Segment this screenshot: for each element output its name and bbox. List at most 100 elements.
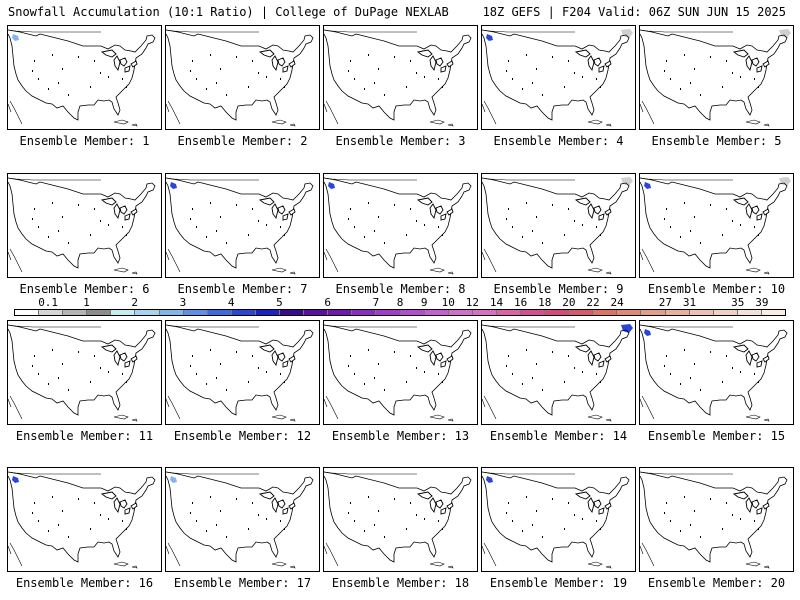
lake-marker: [58, 377, 59, 379]
us-basemap: [166, 324, 314, 422]
lake-marker: [684, 496, 685, 498]
lake-marker: [192, 502, 193, 504]
lake-marker: [100, 367, 101, 369]
canada-border: [640, 471, 733, 475]
lake-marker: [94, 208, 95, 210]
mexico-coast: [482, 248, 497, 273]
lake-marker: [582, 371, 583, 373]
lake-marker: [568, 60, 569, 62]
canada-border: [8, 324, 101, 328]
lake-marker: [410, 60, 411, 62]
lake-marker: [568, 502, 569, 504]
member-label: Ensemble Member: 2: [177, 134, 308, 148]
lake-marker: [552, 498, 553, 500]
lake-marker: [68, 242, 69, 244]
lake-marker: [62, 68, 63, 70]
lake-marker: [394, 351, 395, 353]
colorbar-label: 12: [465, 296, 479, 309]
member-label: Ensemble Member: 16: [15, 576, 154, 590]
lake-marker: [374, 524, 375, 526]
colorbar-cell: [689, 310, 714, 315]
lake-marker: [710, 56, 711, 58]
colorbar-cell: [255, 310, 281, 315]
lake-marker: [670, 373, 671, 375]
lake-marker: [740, 518, 741, 520]
caribbean-islands: [429, 414, 454, 422]
member-label: Ensemble Member: 10: [647, 282, 786, 296]
mexico-coast: [166, 248, 181, 273]
colorbar-label: 5: [276, 296, 283, 309]
ensemble-member-panel: Ensemble Member: 4: [481, 25, 636, 148]
member-map: [639, 173, 794, 278]
lake-marker: [406, 528, 407, 530]
lake-marker: [192, 208, 193, 210]
lake-marker: [52, 202, 53, 204]
us-coastline: [324, 324, 472, 416]
us-basemap: [166, 471, 314, 569]
ensemble-member-panel: Ensemble Member: 15: [639, 320, 794, 443]
caribbean-islands: [271, 414, 296, 422]
colorbar-cell: [448, 310, 473, 315]
lake-marker: [126, 528, 127, 530]
colorbar-cell: [424, 310, 449, 315]
lake-marker: [94, 60, 95, 62]
member-map: [639, 25, 794, 130]
lake-marker: [410, 355, 411, 357]
lake-marker: [438, 373, 439, 375]
lake-marker: [442, 528, 443, 530]
lake-marker: [552, 56, 553, 58]
lake-marker: [684, 54, 685, 56]
canada-border: [482, 324, 575, 328]
colorbar-label: 27: [658, 296, 672, 309]
lake-marker: [732, 514, 733, 516]
canada-border: [482, 471, 575, 475]
great-lakes: [258, 491, 296, 515]
lake-marker: [52, 54, 53, 56]
colorbar-label: 31: [682, 296, 697, 309]
us-basemap: [166, 29, 314, 127]
colorbar-label: 22: [586, 296, 600, 309]
lake-marker: [726, 355, 727, 357]
colorbar-cell: [472, 310, 497, 315]
member-label: Ensemble Member: 20: [647, 576, 786, 590]
lake-marker: [754, 226, 755, 228]
lake-marker: [210, 54, 211, 56]
lake-marker: [122, 373, 123, 375]
lake-marker: [684, 202, 685, 204]
great-lakes: [258, 197, 296, 221]
ensemble-member-panel: Ensemble Member: 20: [639, 467, 794, 590]
canada-border: [166, 177, 259, 181]
lake-marker: [108, 76, 109, 78]
colorbar-label: 39: [755, 296, 769, 309]
lake-marker: [438, 226, 439, 228]
snowfall-area-pacific-nw: [170, 476, 177, 483]
lake-marker: [94, 502, 95, 504]
lake-marker: [664, 365, 665, 367]
canada-border: [324, 29, 417, 33]
lake-marker: [236, 204, 237, 206]
member-map: [7, 467, 162, 572]
great-lakes: [416, 344, 454, 368]
lake-marker: [552, 204, 553, 206]
colorbar-cell: [376, 310, 401, 315]
lake-marker: [266, 76, 267, 78]
lake-marker: [564, 528, 565, 530]
colorbar-cell: [713, 310, 738, 315]
caribbean-islands: [587, 414, 612, 422]
lake-marker: [536, 68, 537, 70]
lake-marker: [754, 78, 755, 80]
lake-marker: [122, 520, 123, 522]
caribbean-islands: [113, 414, 138, 422]
member-label: Ensemble Member: 7: [177, 282, 308, 296]
great-lakes: [574, 197, 612, 221]
lake-marker: [512, 226, 513, 228]
lake-marker: [522, 530, 523, 532]
mexico-coast: [8, 248, 23, 273]
snowfall-area-northeast-corner: [779, 29, 791, 38]
member-map: [7, 173, 162, 278]
lake-marker: [424, 371, 425, 373]
lake-marker: [280, 373, 281, 375]
ensemble-member-panel: Ensemble Member: 19: [481, 467, 636, 590]
lake-marker: [364, 383, 365, 385]
lake-marker: [506, 70, 507, 72]
